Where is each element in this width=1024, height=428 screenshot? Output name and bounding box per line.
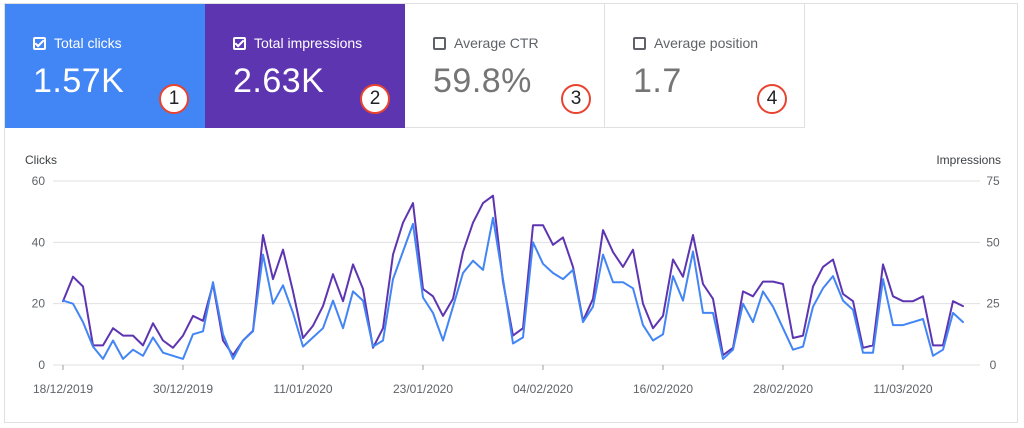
left-axis: 0 20 40 60 bbox=[32, 174, 46, 372]
callout-badge: 3 bbox=[561, 84, 591, 114]
x-tick-label: 16/02/2020 bbox=[633, 382, 693, 396]
callout-badge: 4 bbox=[757, 84, 787, 114]
left-axis-title: Clicks bbox=[25, 153, 57, 167]
right-tick-label: 50 bbox=[986, 235, 1000, 249]
right-tick-label: 25 bbox=[986, 297, 1000, 311]
card-header: Average position bbox=[633, 34, 804, 52]
left-tick-label: 0 bbox=[38, 358, 45, 372]
right-tick-label: 75 bbox=[986, 174, 1000, 188]
left-tick-label: 60 bbox=[32, 174, 46, 188]
metric-cards: Total clicks 1.57K 1 Total impressions 2… bbox=[5, 4, 805, 128]
clicks-series-line bbox=[62, 216, 964, 360]
card-label: Average position bbox=[654, 35, 759, 51]
left-tick-label: 40 bbox=[32, 235, 46, 249]
x-axis: 18/12/2019 30/12/2019 11/01/2020 23/01/2020… bbox=[33, 365, 933, 396]
performance-chart: Clicks Impressions 0 20 40 60 0 25 50 75 18/12… bbox=[25, 153, 1001, 396]
x-tick-label: 30/12/2019 bbox=[153, 382, 213, 396]
card-label: Average CTR bbox=[454, 35, 539, 51]
metric-card-average-ctr[interactable]: Average CTR 59.8% 3 bbox=[405, 4, 605, 128]
checkbox-unchecked-icon[interactable] bbox=[633, 36, 646, 50]
x-tick-label: 11/01/2020 bbox=[273, 382, 332, 396]
x-tick-label: 23/01/2020 bbox=[393, 382, 453, 396]
series-lines bbox=[62, 194, 964, 360]
right-tick-label: 0 bbox=[990, 358, 997, 372]
x-tick-label: 28/02/2020 bbox=[753, 382, 813, 396]
metric-card-total-impressions[interactable]: Total impressions 2.63K 2 bbox=[205, 4, 405, 128]
x-tick-label: 18/12/2019 bbox=[33, 382, 93, 396]
checkbox-checked-icon[interactable] bbox=[233, 36, 246, 50]
card-header: Total impressions bbox=[233, 34, 405, 52]
metric-card-total-clicks[interactable]: Total clicks 1.57K 1 bbox=[5, 4, 205, 128]
card-label: Total clicks bbox=[54, 35, 122, 51]
right-axis-title: Impressions bbox=[936, 153, 1001, 167]
right-axis: 0 25 50 75 bbox=[986, 174, 1000, 372]
checkbox-unchecked-icon[interactable] bbox=[433, 36, 446, 50]
card-value: 1.7 bbox=[633, 62, 682, 100]
checkbox-checked-icon[interactable] bbox=[33, 36, 46, 50]
x-tick-label: 04/02/2020 bbox=[513, 382, 573, 396]
x-tick-label: 11/03/2020 bbox=[873, 382, 932, 396]
performance-panel: Total clicks 1.57K 1 Total impressions 2… bbox=[4, 3, 1018, 423]
metric-card-average-position[interactable]: Average position 1.7 4 bbox=[605, 4, 805, 128]
card-value: 2.63K bbox=[233, 62, 325, 100]
card-header: Total clicks bbox=[33, 34, 205, 52]
callout-badge: 1 bbox=[159, 84, 189, 114]
card-label: Total impressions bbox=[254, 35, 363, 51]
card-value: 59.8% bbox=[433, 62, 532, 100]
card-header: Average CTR bbox=[433, 34, 604, 52]
card-value: 1.57K bbox=[33, 62, 125, 100]
left-tick-label: 20 bbox=[32, 297, 46, 311]
callout-badge: 2 bbox=[360, 84, 390, 114]
impressions-series-line bbox=[62, 194, 964, 357]
